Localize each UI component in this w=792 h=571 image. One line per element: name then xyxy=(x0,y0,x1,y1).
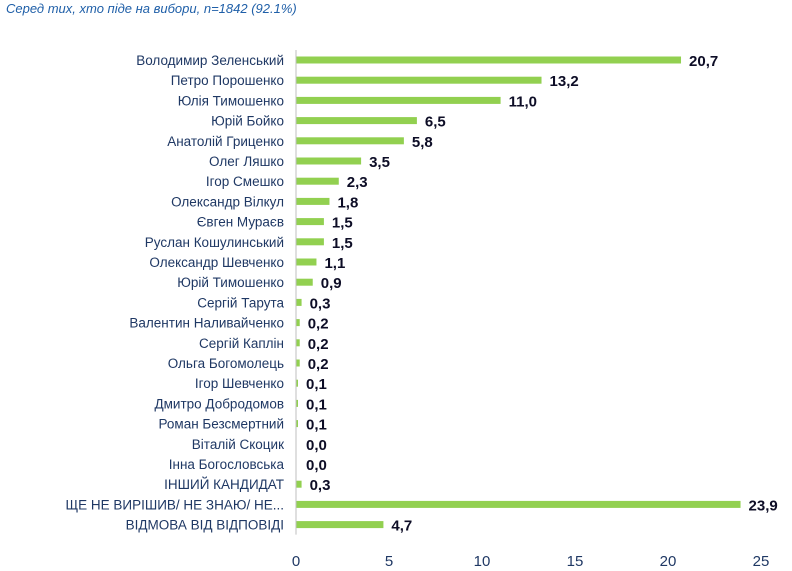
bar xyxy=(296,399,298,407)
value-label: 0,2 xyxy=(308,316,329,333)
value-label: 11,0 xyxy=(509,93,537,110)
bar xyxy=(296,480,302,488)
value-label: 1,5 xyxy=(332,235,353,252)
value-label: 4,7 xyxy=(391,518,412,535)
value-label: 0,3 xyxy=(310,295,331,312)
value-labels-group: 20,7 13,2 11,0 6,5 5,8 3,52,3 1,8 1,5 1,5 1,1 0,9 0… xyxy=(306,53,778,535)
bar xyxy=(296,197,330,205)
x-tick-label: 15 xyxy=(567,553,584,570)
x-tick-label: 5 xyxy=(385,553,393,570)
chart-subtitle: Серед тих, хто піде на вибори, n=1842 (9… xyxy=(6,1,297,16)
category-label: Олександр Вілкул xyxy=(171,194,284,209)
category-label: ІНШИЙ КАНДИДАТ xyxy=(164,477,284,492)
x-tick-label: 10 xyxy=(474,553,491,570)
value-label: 0,1 xyxy=(306,417,327,434)
category-label: Євген Мураєв xyxy=(197,215,284,230)
bar xyxy=(296,117,417,125)
bar xyxy=(296,157,362,165)
value-label: 23,9 xyxy=(749,497,778,514)
bar xyxy=(296,76,542,84)
category-label: Ольга Богомолець xyxy=(168,356,284,371)
value-label: 1,5 xyxy=(332,215,353,232)
bar xyxy=(296,177,339,185)
x-tick-label: 0 xyxy=(292,553,300,570)
category-label: ВІДМОВА ВІД ВІДПОВІДІ xyxy=(126,518,284,533)
category-label: ЩЕ НЕ ВИРІШИВ/ НЕ ЗНАЮ/ НЕ... xyxy=(65,497,284,512)
category-label: Сергій Тарута xyxy=(197,295,284,310)
x-tick-label: 25 xyxy=(753,553,770,570)
x-axis-ticks-group: 0 5 10 15 20 25 xyxy=(292,553,770,570)
bar xyxy=(296,500,741,508)
value-label: 0,2 xyxy=(308,356,329,373)
bar xyxy=(296,238,324,246)
value-label: 0,9 xyxy=(321,275,342,292)
bar xyxy=(296,56,682,64)
category-label: Петро Порошенко xyxy=(171,73,284,88)
value-label: 6,5 xyxy=(425,114,446,131)
category-label: Ігор Шевченко xyxy=(195,376,284,391)
value-label: 0,2 xyxy=(308,336,329,353)
value-label: 0,3 xyxy=(310,477,331,494)
category-label: Валентин Наливайченко xyxy=(129,316,284,331)
bar xyxy=(296,521,384,529)
category-label: Віталій Скоцик xyxy=(192,437,284,452)
bar xyxy=(296,359,300,367)
bar xyxy=(296,379,298,387)
bar xyxy=(296,319,300,327)
category-label: Олександр Шевченко xyxy=(149,255,284,270)
value-label: 20,7 xyxy=(689,53,718,70)
category-label: Дмитро Добродомов xyxy=(154,396,284,411)
value-label: 0,1 xyxy=(306,396,327,413)
bar xyxy=(296,96,501,104)
bars-group xyxy=(296,56,741,529)
bar xyxy=(296,420,298,428)
bar xyxy=(296,137,404,145)
bar xyxy=(296,339,300,347)
value-label: 0,1 xyxy=(306,376,327,393)
category-label: Володимир Зеленський xyxy=(136,53,284,68)
value-label: 3,5 xyxy=(369,154,390,171)
category-label: Юрій Тимошенко xyxy=(177,275,284,290)
category-label: Роман Безсмертний xyxy=(159,417,285,432)
category-labels-group: Володимир Зеленський Петро Порошенко Юлія … xyxy=(65,53,284,533)
value-label: 1,1 xyxy=(324,255,345,272)
category-label: Юлія Тимошенко xyxy=(178,93,284,108)
value-label: 5,8 xyxy=(412,134,433,151)
bar xyxy=(296,258,317,266)
category-label: Ігор Смешко xyxy=(206,174,284,189)
bar xyxy=(296,298,302,306)
category-label: Руслан Кошулинський xyxy=(145,235,284,250)
category-label: Анатолій Гриценко xyxy=(167,134,284,149)
category-label: Сергій Каплін xyxy=(199,336,284,351)
value-label: 13,2 xyxy=(550,73,579,90)
category-label: Юрій Бойко xyxy=(211,114,284,129)
value-label: 0,0 xyxy=(306,457,327,474)
value-label: 0,0 xyxy=(306,437,327,454)
bar xyxy=(296,218,324,226)
value-label: 2,3 xyxy=(347,174,368,191)
x-tick-label: 20 xyxy=(660,553,677,570)
bar xyxy=(296,278,313,286)
value-label: 1,8 xyxy=(337,194,358,211)
category-label: Олег Ляшко xyxy=(209,154,284,169)
category-label: Інна Богословська xyxy=(169,457,285,472)
